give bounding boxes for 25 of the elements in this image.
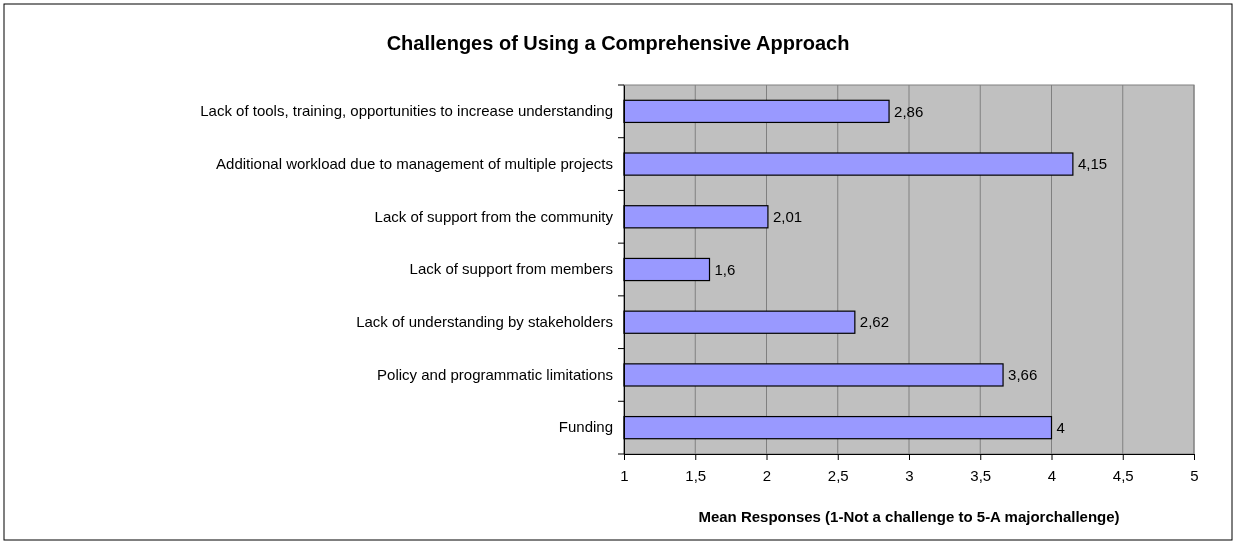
y-tick-label: Lack of support from members — [409, 260, 613, 278]
data-label: 1,6 — [714, 260, 736, 278]
y-tick-label: Funding — [558, 418, 613, 436]
x-axis-title: Mean Responses (1-Not a challenge to 5-A majorchallenge) — [698, 508, 1120, 525]
y-tick-label: Lack of tools, training, opportunities to increase understanding — [200, 102, 613, 120]
data-label: 2,62 — [859, 313, 890, 331]
y-tick-label: Lack of support from the community — [374, 207, 614, 225]
data-label: 4,15 — [1077, 155, 1108, 173]
x-tick-label: 2,5 — [827, 467, 849, 484]
x-tick-label: 3 — [905, 467, 914, 484]
y-tick-label: Policy and programmatic limitations — [377, 365, 613, 383]
x-tick-label: 2 — [762, 467, 772, 484]
y-tick-label: Additional workload due to management of multiple projects — [216, 154, 613, 172]
x-tick-label: 4,5 — [1112, 467, 1134, 484]
x-tick-label: 3,5 — [970, 467, 992, 484]
data-label: 4 — [1056, 418, 1065, 436]
x-tick-label: 5 — [1190, 467, 1199, 484]
data-label: 3,66 — [1008, 366, 1038, 384]
data-label: 2,86 — [894, 102, 924, 120]
x-tick-label: 1,5 — [685, 467, 707, 484]
chart-title: Challenges of Using a Comprehensive Approach — [386, 32, 850, 54]
x-tick-label: 4 — [1047, 467, 1057, 484]
data-label: 2,01 — [772, 208, 803, 226]
y-tick-label: Lack of understanding by stakeholders — [356, 313, 613, 331]
x-tick-label: 1 — [620, 467, 629, 484]
